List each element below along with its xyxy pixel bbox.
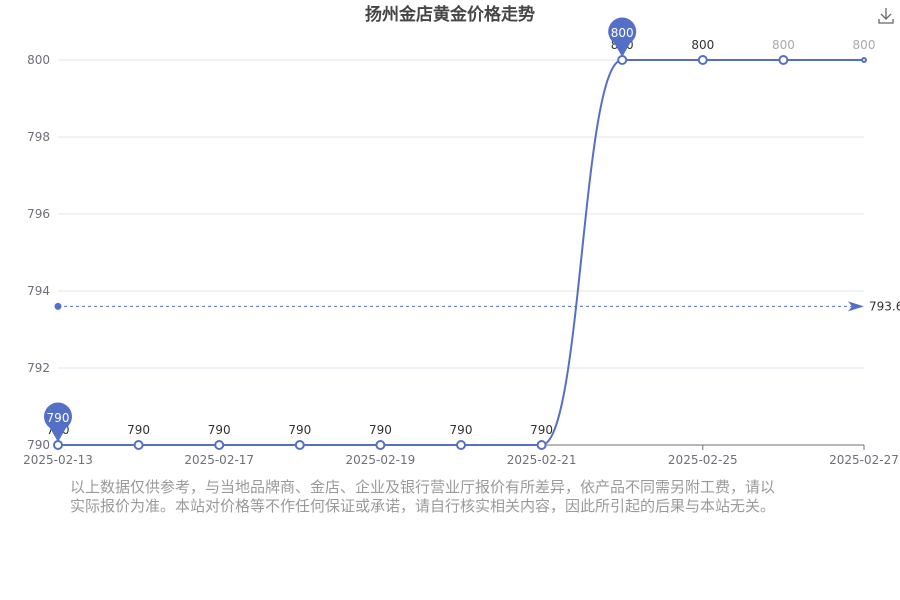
y-tick-label: 792 [27,361,50,375]
pin [608,17,637,57]
x-tick-label: 2025-02-21 [507,453,577,467]
data-point [778,55,789,65]
x-tick-label: 2025-02-17 [184,453,254,467]
mean-line-label: 793.6 [869,299,900,313]
data-point [617,55,628,65]
x-tick-label: 2025-02-27 [829,453,899,467]
data-label: 790 [127,423,150,437]
data-point [456,440,466,450]
data-point [133,440,144,450]
y-tick-label: 798 [27,130,50,144]
disclaimer: 以上数据仅供参考，与当地品牌商、金店、企业及银行营业厅报价有所差异，依产品不同需… [70,478,850,516]
disclaimer-line: 以上数据仅供参考，与当地品牌商、金店、企业及银行营业厅报价有所差异，依产品不同需… [70,478,776,496]
data-label: 790 [369,423,392,437]
data-point [536,440,547,450]
data-point [375,440,386,450]
data-label: 790 [530,423,553,437]
y-tick-label: 790 [27,438,50,452]
download-icon[interactable] [878,8,894,24]
data-label: 790 [450,423,473,437]
pin-label: 800 [611,26,634,40]
data-point [294,440,305,450]
data-label: 800 [772,38,795,52]
data-point [861,57,867,63]
pin [44,402,72,442]
mean-line-arrow [848,301,864,312]
data-point [214,440,225,450]
x-tick-label: 2025-02-19 [346,453,416,467]
data-point [53,440,63,450]
data-label: 800 [691,38,714,52]
y-tick-label: 796 [27,207,50,221]
price-line [58,58,864,447]
disclaimer-line: 实际报价为准。本站对价格等不作任何保证或承诺，请自行核实相关内容，因此所引起的后… [70,497,776,515]
data-label: 790 [208,423,231,437]
data-label: 800 [853,38,876,52]
mean-line-start [54,302,62,310]
data-label: 790 [288,423,311,437]
pin-label: 790 [47,411,70,425]
x-tick-label: 2025-02-13 [23,453,93,467]
x-tick-label: 2025-02-25 [668,453,738,467]
y-tick-label: 794 [27,284,50,298]
data-point [697,55,708,65]
y-tick-label: 800 [27,53,50,67]
chart-title: 扬州金店黄金价格走势 [365,4,535,25]
